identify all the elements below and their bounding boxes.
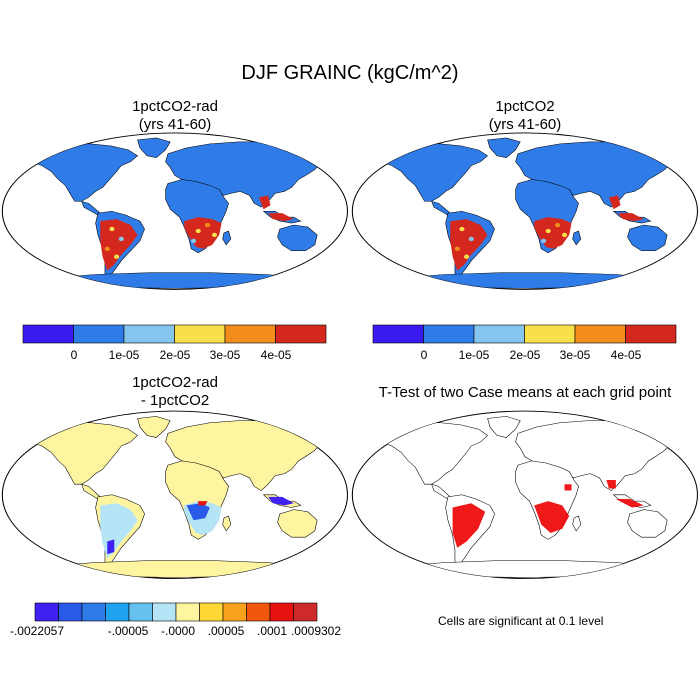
panel-title-diff-line1: 1pctCO2-rad [132, 374, 218, 391]
cb3-swatch-2 [81, 602, 106, 622]
land-greenland-diff [137, 416, 171, 438]
speckle-1-ctl [468, 236, 474, 242]
cb1-swatch-2 [123, 324, 175, 344]
speckle-3-ctl [545, 228, 551, 234]
cb3-swatch-6 [175, 602, 200, 622]
cb3-swatch-7 [199, 602, 224, 622]
land-australia-rad [277, 224, 318, 252]
panel-title-rad-line2: (yrs 41-60) [138, 116, 212, 133]
land-madagascar-ttest [572, 515, 582, 532]
land-madagascar-ctl [572, 230, 582, 246]
cb3-swatch-11 [293, 602, 318, 622]
diff-low-indo [268, 496, 294, 506]
panel-title-diff-line2: - 1pctCO2 [140, 392, 210, 409]
panel-title-ctl: 1pctCO2 (yrs 41-60) [425, 98, 625, 134]
cb2-swatch-5 [625, 324, 677, 344]
high-region-2-ctl [618, 213, 644, 222]
cb3-swatch-3 [105, 602, 130, 622]
high-region-0-rad [100, 219, 138, 271]
cb1-label-0: 0 [70, 348, 78, 362]
panel-title-ctl-line1: 1pctCO2 [495, 98, 555, 115]
speckle-7-ctl [561, 232, 568, 238]
panel-title-rad: 1pctCO2-rad (yrs 41-60) [75, 98, 275, 134]
speckle-3-rad [195, 228, 201, 234]
cb1-swatch-4 [224, 324, 276, 344]
panel-title-ttest: T-Test of two Case means at each grid po… [350, 384, 700, 402]
speckle-2-ctl [454, 246, 460, 251]
diff-high-africa [198, 501, 208, 506]
cb2-swatch-0 [372, 324, 424, 344]
ttest-significance-note: Cells are significant at 0.1 level [438, 614, 604, 628]
cb1-label-3: 3e-05 [209, 348, 241, 362]
cb2-swatch-3 [524, 324, 576, 344]
cb2-label-4: 4e-05 [610, 348, 642, 362]
cb1-swatch-3 [174, 324, 226, 344]
cb1-label-2: 2e-05 [159, 348, 191, 362]
speckle-1-rad [118, 236, 124, 242]
speckle-5-ctl [540, 238, 547, 244]
cb2-label-1: 1e-05 [458, 348, 490, 362]
cb3-label-5: .0009302 [290, 624, 342, 638]
land-madagascar-diff [222, 515, 232, 532]
diff-low-africa [186, 503, 210, 521]
diff-low-sa [107, 539, 115, 555]
speckle-7-rad [211, 232, 218, 238]
panel-title-ctl-line2: (yrs 41-60) [488, 116, 562, 133]
speckle-6-ctl [464, 254, 470, 259]
figure-title: DJF GRAINC (kgC/m^2) [241, 62, 459, 84]
cb2-label-0: 0 [420, 348, 428, 362]
cb3-label-3: .00005 [207, 624, 245, 638]
sig-cells-4 [564, 484, 572, 491]
speckle-0-ctl [459, 226, 465, 232]
land-australia-ctl [627, 224, 668, 252]
cb3-label-1: -.00005 [107, 624, 149, 638]
speckle-2-rad [104, 246, 110, 251]
speckle-4-ctl [554, 222, 561, 228]
panel-title-diff: 1pctCO2-rad - 1pctCO2 [75, 374, 275, 410]
cb1-label-1: 1e-05 [108, 348, 140, 362]
map-rad [1, 132, 348, 290]
cb3-swatch-0 [34, 602, 59, 622]
cb3-swatch-4 [128, 602, 153, 622]
high-region-3-rad [258, 195, 271, 210]
sig-cells-3 [606, 479, 616, 489]
cb2-swatch-1 [423, 324, 475, 344]
land-australia-diff [277, 509, 318, 538]
land-greenland-ctl [487, 137, 521, 159]
cb3-swatch-9 [246, 602, 271, 622]
sig-cells-1 [534, 501, 570, 533]
speckle-4-rad [204, 222, 211, 228]
cb3-swatch-10 [269, 602, 294, 622]
land-madagascar-rad [222, 230, 232, 246]
panel-title-ttest-line1: T-Test of two Case means at each grid po… [378, 384, 672, 401]
cb3-label-0: -.0022057 [9, 624, 65, 638]
cb3-swatch-5 [152, 602, 177, 622]
cb1-swatch-1 [73, 324, 125, 344]
cb1-swatch-0 [22, 324, 74, 344]
panel-title-rad-line1: 1pctCO2-rad [132, 98, 218, 115]
high-region-2-rad [268, 213, 294, 222]
cb1-swatch-5 [275, 324, 327, 344]
high-region-0-ctl [450, 219, 488, 271]
cb3-label-4: .0001 [256, 624, 288, 638]
land-greenland-ttest [487, 416, 521, 438]
sig-cells-0 [452, 503, 486, 548]
cb2-swatch-4 [574, 324, 626, 344]
cb2-label-2: 2e-05 [509, 348, 541, 362]
land-australia-ttest [627, 509, 668, 538]
speckle-0-rad [109, 226, 115, 232]
cb3-swatch-1 [58, 602, 83, 622]
high-region-3-ctl [608, 195, 621, 210]
speckle-6-rad [114, 254, 120, 259]
land-greenland-rad [137, 137, 171, 159]
cb1-label-4: 4e-05 [260, 348, 292, 362]
cb3-label-2: -.0000 [160, 624, 196, 638]
cb2-label-3: 3e-05 [559, 348, 591, 362]
cb3-swatch-8 [222, 602, 247, 622]
speckle-5-rad [190, 238, 197, 244]
sig-cells-2 [615, 499, 644, 508]
cb2-swatch-2 [473, 324, 525, 344]
